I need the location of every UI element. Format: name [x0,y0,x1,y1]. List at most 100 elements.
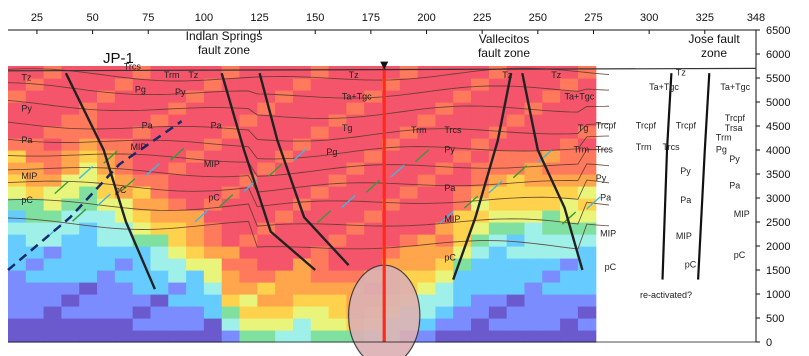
unit-label: pC [115,185,127,195]
heat-cell [25,258,45,271]
heat-cell [257,66,276,79]
heat-cell [453,150,472,163]
heat-cell [203,210,223,223]
heat-cell [275,330,294,343]
heat-cell [275,102,294,115]
heat-cell [132,174,152,187]
heat-cell [542,210,561,223]
heat-cell [97,186,116,199]
heat-cell [524,210,543,223]
heat-cell [275,306,294,319]
heat-cell [328,330,347,343]
heat-cell [292,114,312,127]
heat-cell [79,150,98,163]
heat-cell [488,270,508,283]
heat-cell [150,138,169,151]
heat-cell [488,138,508,151]
heat-cell [417,294,437,307]
heat-cell [560,114,579,127]
x-tick-label: 200 [417,12,435,24]
heat-cell [328,126,347,139]
heat-cell [132,90,152,103]
heat-cell [150,186,169,199]
heat-cell [488,90,508,103]
heat-cell [346,138,365,151]
heat-cell [221,294,241,307]
heat-cell [79,234,98,247]
heat-cell [275,90,294,103]
heat-cell [488,282,508,295]
heat-cell [560,78,579,91]
heat-cell [203,234,223,247]
heat-cell [310,162,330,175]
heat-cell [25,246,45,259]
heat-cell [542,246,561,259]
heat-cell [275,78,294,91]
heat-cell [186,282,205,295]
heat-cell [435,270,454,283]
heat-cell [577,90,597,103]
heat-cell [506,258,526,271]
y-tick-label: 500 [766,313,784,325]
heat-cell [114,270,134,283]
heat-cell [471,150,490,163]
heat-cell [542,102,561,115]
heat-cell [8,126,27,139]
heat-cell [364,162,383,175]
fracture-mark [96,193,111,207]
unit-label: Py [729,154,740,164]
heat-cell [453,138,472,151]
heat-cell [186,318,205,331]
heat-cell [435,78,454,91]
unit-label: MIP [444,214,460,224]
heat-cell [168,270,187,283]
heat-cell [25,90,45,103]
heat-cell [328,78,347,91]
heat-cell [150,234,169,247]
heat-cell [203,102,223,115]
heat-cell [560,258,579,271]
heat-cell [61,222,80,235]
heat-cell [453,222,472,235]
heat-cell [399,114,419,127]
heat-cell [150,114,169,127]
heat-cell [8,198,27,211]
heat-cell [346,186,365,199]
heat-cell [399,66,419,79]
heat-cell [43,186,63,199]
y-tick-label: 6000 [766,49,790,61]
heat-cell [61,102,80,115]
heat-cell [43,330,63,343]
heat-cell [435,306,454,319]
heat-cell [239,186,258,199]
heat-cell [328,270,347,283]
heat-cell [97,210,116,223]
unit-label: MIP [734,209,750,219]
heat-cell [328,138,347,151]
heat-cell [239,210,258,223]
heat-cell [488,318,508,331]
heat-cell [61,114,80,127]
heat-cell [79,90,98,103]
unit-label: pC [21,195,33,205]
fracture-mark [365,179,381,193]
fracture-mark [488,180,503,194]
heat-cell [417,198,437,211]
heat-cell [186,246,205,259]
heat-cell [560,90,579,103]
unit-label: Tg [578,123,589,133]
heat-cell [577,246,597,259]
heat-cell [168,234,187,247]
heat-cell [203,162,223,175]
x-tick-label: 100 [195,12,213,24]
heat-cell [79,222,98,235]
heat-cell [506,138,526,151]
heat-cell [417,78,437,91]
heat-cell [25,234,45,247]
unit-label: Tz [551,70,561,80]
heat-cell [79,270,98,283]
heat-cell [506,318,526,331]
heat-cell [417,282,437,295]
x-tick-label: 25 [31,12,43,24]
heat-cell [506,246,526,259]
